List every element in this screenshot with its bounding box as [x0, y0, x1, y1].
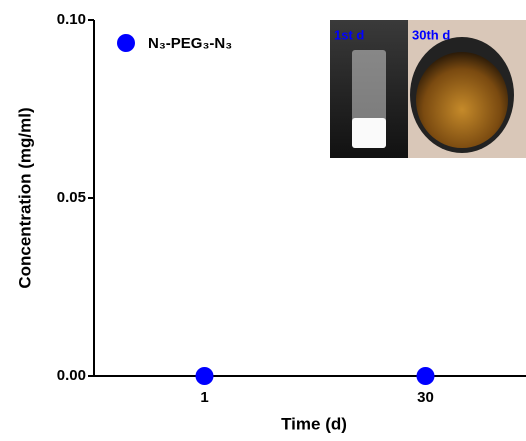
- point: [417, 367, 435, 385]
- x-tick-label: 30: [417, 389, 434, 406]
- point: [196, 367, 214, 385]
- inset-label: 30th d: [412, 27, 450, 42]
- legend-label: N₃-PEG₃-N₃: [148, 35, 232, 52]
- chart: 1st d 30th d Concentration (mg/ml) Time …: [0, 0, 526, 441]
- y-tick-label: 0.00: [57, 367, 86, 384]
- y-axis-label: Concentration (mg/ml): [15, 107, 34, 288]
- x-axis-label: Time (d): [281, 414, 347, 433]
- y-tick-label: 0.05: [57, 189, 86, 206]
- x-tick-label: 1: [200, 389, 208, 406]
- y-tick-label: 0.10: [57, 11, 86, 28]
- legend-marker: [117, 34, 135, 52]
- inset-label: 1st d: [334, 27, 364, 42]
